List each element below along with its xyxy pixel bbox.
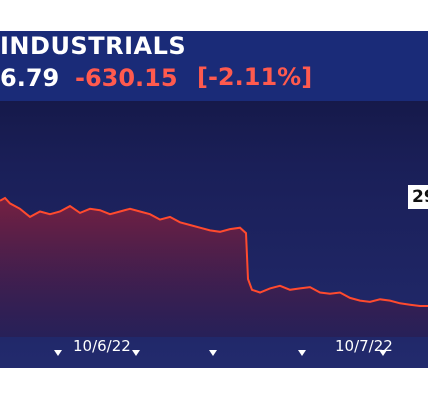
pct-change: [-2.11%] <box>197 63 313 91</box>
date-label: 10/7/22 <box>335 337 393 355</box>
price-tooltip: 29 <box>408 185 428 209</box>
index-title: INDUSTRIALS <box>0 32 187 60</box>
tick-marker <box>209 350 217 356</box>
last-value: 6.79 <box>0 64 60 92</box>
chart-frame: INDUSTRIALS 6.79 -630.15 [-2.11%] 10/6/2… <box>0 31 428 368</box>
tick-marker <box>54 350 62 356</box>
tick-marker <box>379 350 387 356</box>
tick-marker <box>298 350 306 356</box>
chart-header: INDUSTRIALS 6.79 -630.15 [-2.11%] <box>0 31 428 101</box>
change-value: -630.15 <box>75 64 178 92</box>
area-fill <box>0 198 428 337</box>
tick-marker <box>132 350 140 356</box>
price-line <box>0 196 428 307</box>
date-label: 10/6/22 <box>73 337 131 355</box>
